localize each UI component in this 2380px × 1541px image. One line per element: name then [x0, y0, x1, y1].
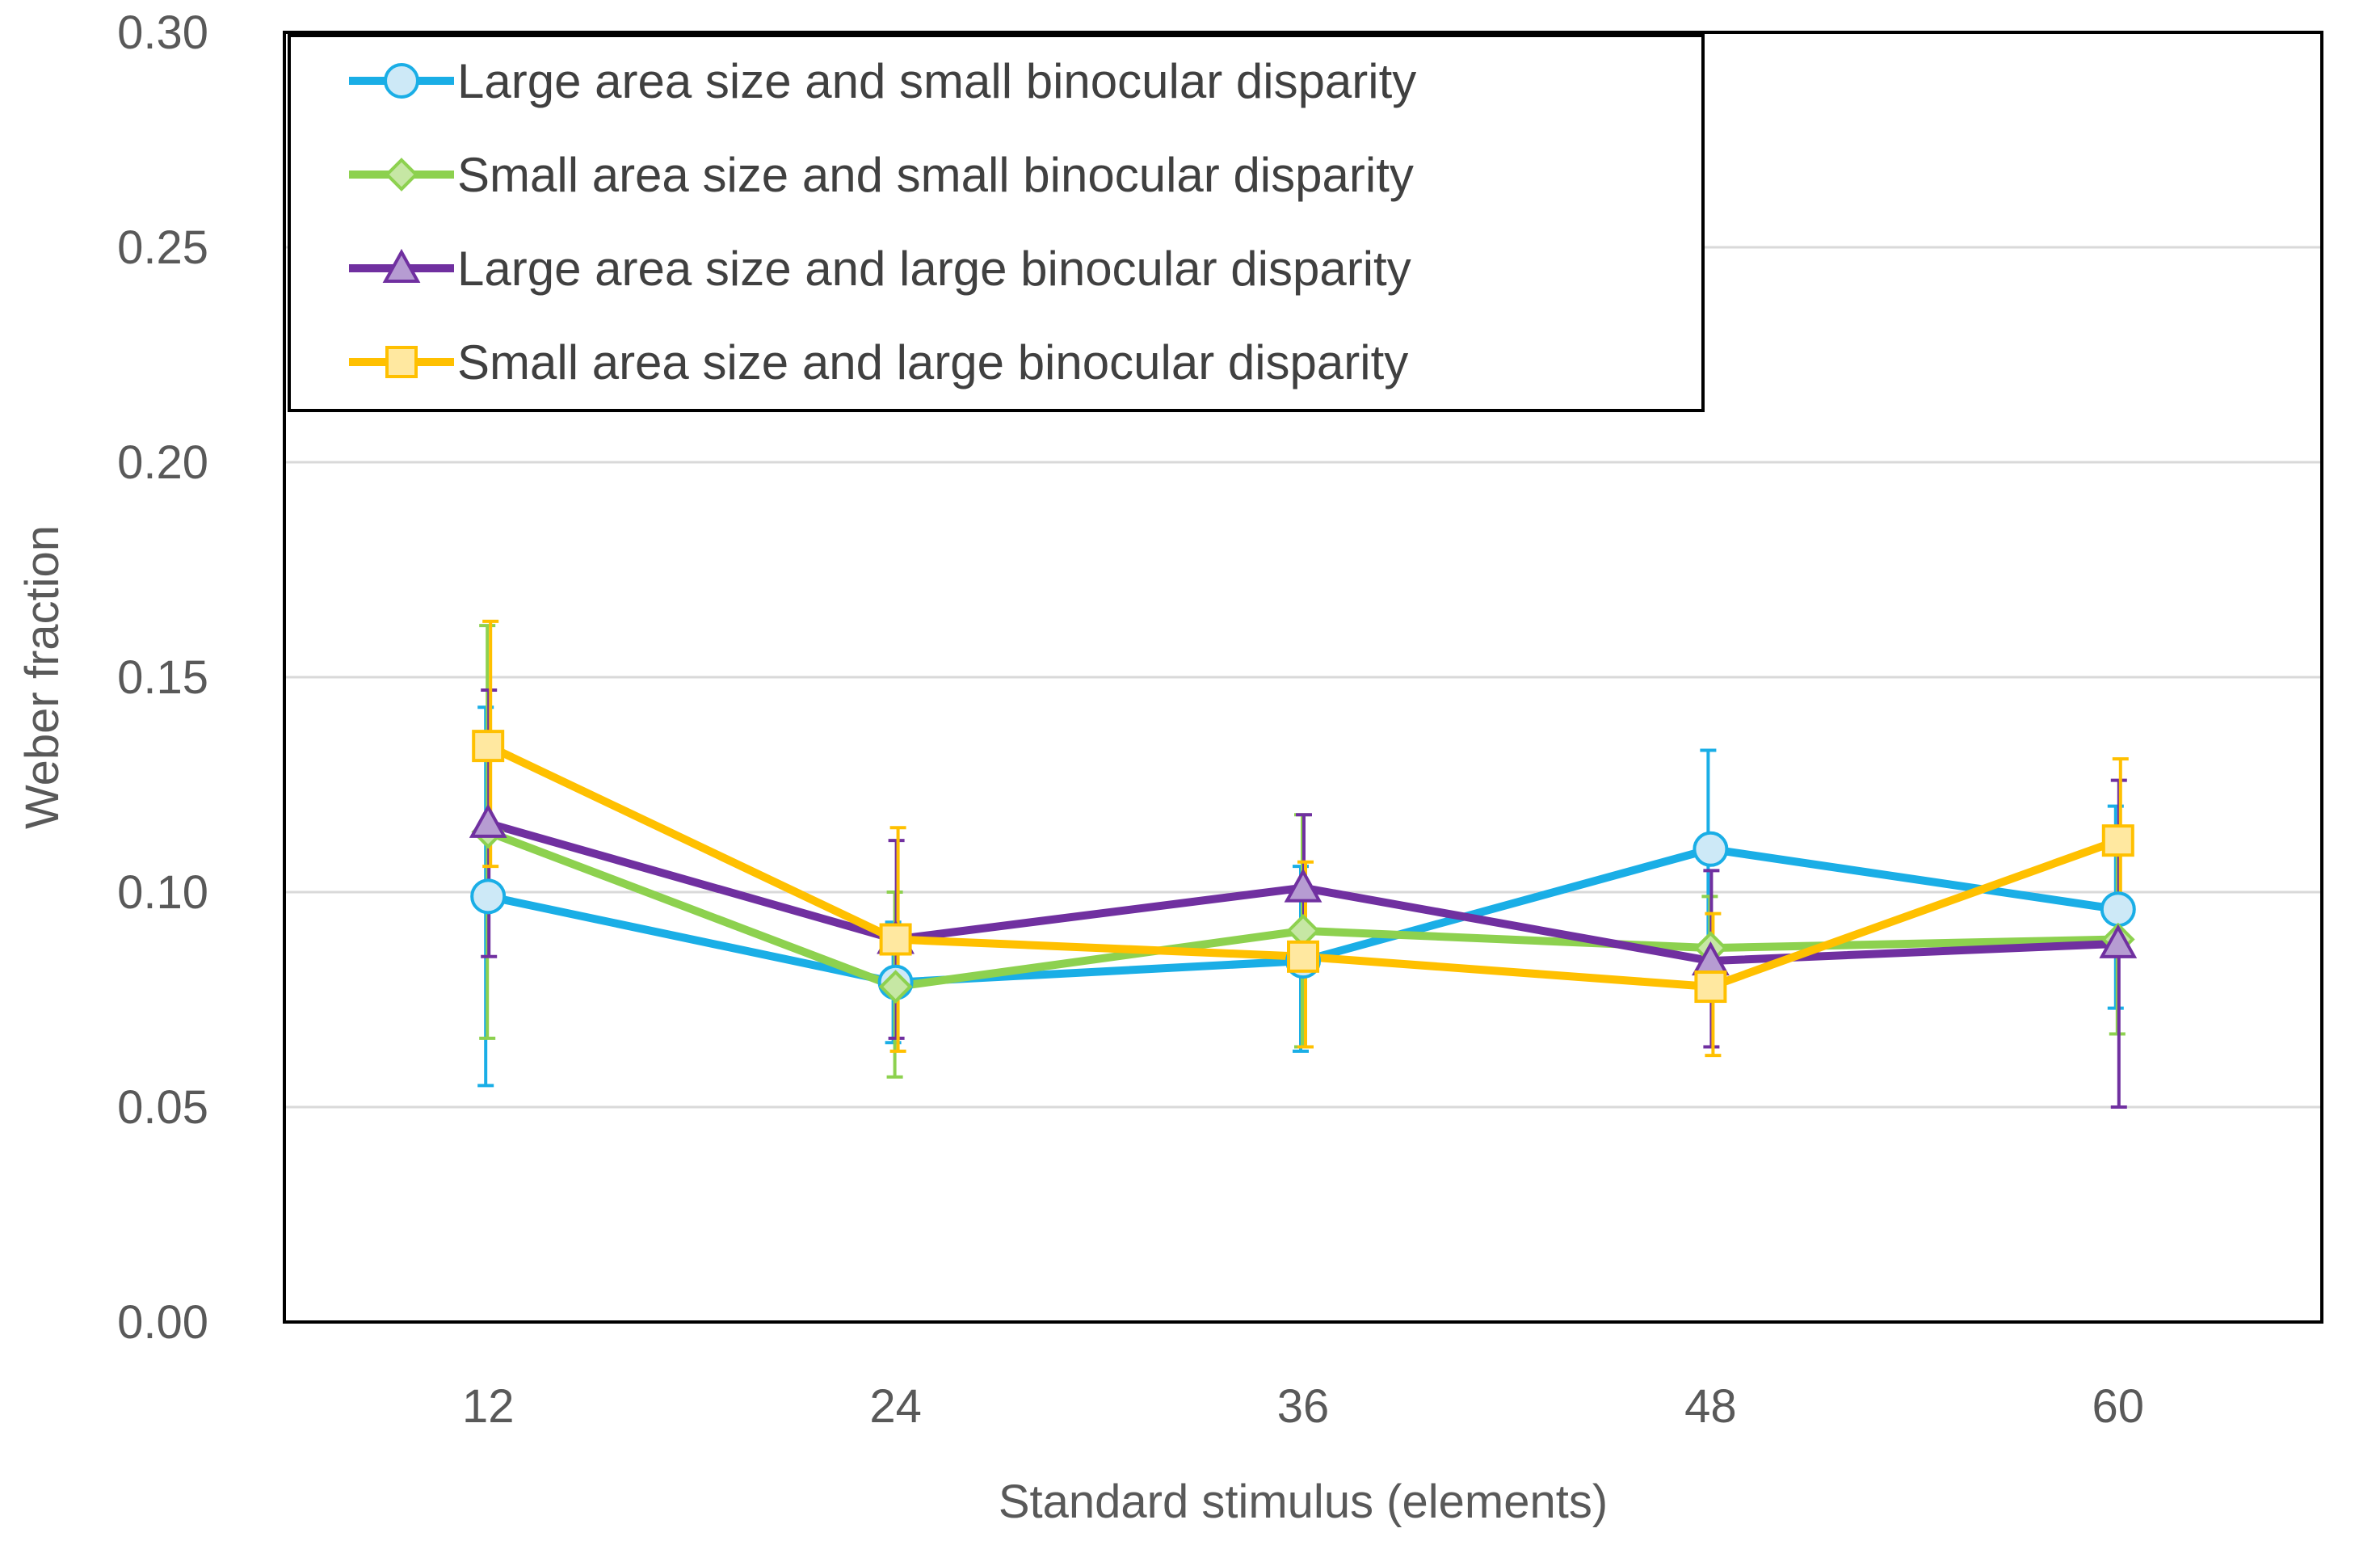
series-markers: [469, 730, 2138, 1004]
legend-label: Small area size and small binocular disp…: [457, 148, 1414, 202]
y-tick-label: 0.30: [117, 6, 208, 59]
data-point-marker: [879, 923, 912, 956]
data-point-marker: [2099, 924, 2138, 958]
legend-swatch-marker: [385, 346, 418, 378]
legend: Large area size and small binocular disp…: [288, 34, 1705, 412]
error-bars: [477, 619, 2129, 1109]
x-tick-label: 36: [1277, 1380, 1330, 1433]
data-point-marker: [472, 730, 505, 763]
data-point-marker: [469, 803, 507, 838]
y-tick-label: 0.20: [117, 436, 208, 489]
data-point-marker: [1694, 970, 1727, 1004]
y-axis-label: Weber fraction: [16, 525, 69, 829]
x-axis-ticks: 12 24 36 48 60: [462, 1380, 2144, 1433]
y-axis-ticks: 0.00 0.05 0.10 0.15 0.20 0.25 0.30: [117, 6, 208, 1349]
x-tick-label: 48: [1684, 1380, 1737, 1433]
legend-label: Large area size and small binocular disp…: [457, 54, 1416, 108]
data-point-marker: [2100, 891, 2136, 928]
legend-box: [288, 34, 1705, 412]
plot-area-border: [283, 31, 2323, 1324]
y-tick-label: 0.10: [117, 866, 208, 919]
y-tick-label: 0.05: [117, 1081, 208, 1134]
data-point-marker: [1284, 868, 1322, 903]
y-tick-label: 0.15: [117, 651, 208, 704]
legend-swatch-marker: [382, 248, 421, 283]
x-tick-label: 24: [869, 1380, 922, 1433]
legend-swatch-marker: [384, 63, 419, 99]
data-point-marker: [1692, 831, 1729, 867]
legend-label: Small area size and large binocular disp…: [457, 335, 1408, 389]
legend-swatch-marker: [385, 158, 418, 192]
x-tick-label: 12: [462, 1380, 515, 1433]
data-point-marker: [878, 970, 913, 1004]
legend-label: Large area size and large binocular disp…: [457, 242, 1411, 296]
data-point-marker: [470, 878, 507, 915]
data-point-marker: [1287, 940, 1319, 973]
y-tick-label: 0.25: [117, 221, 208, 274]
data-point-marker: [2101, 824, 2134, 857]
x-axis-label: Standard stimulus (elements): [999, 1476, 1608, 1528]
x-tick-label: 60: [2092, 1380, 2145, 1433]
y-tick-label: 0.00: [117, 1296, 208, 1349]
